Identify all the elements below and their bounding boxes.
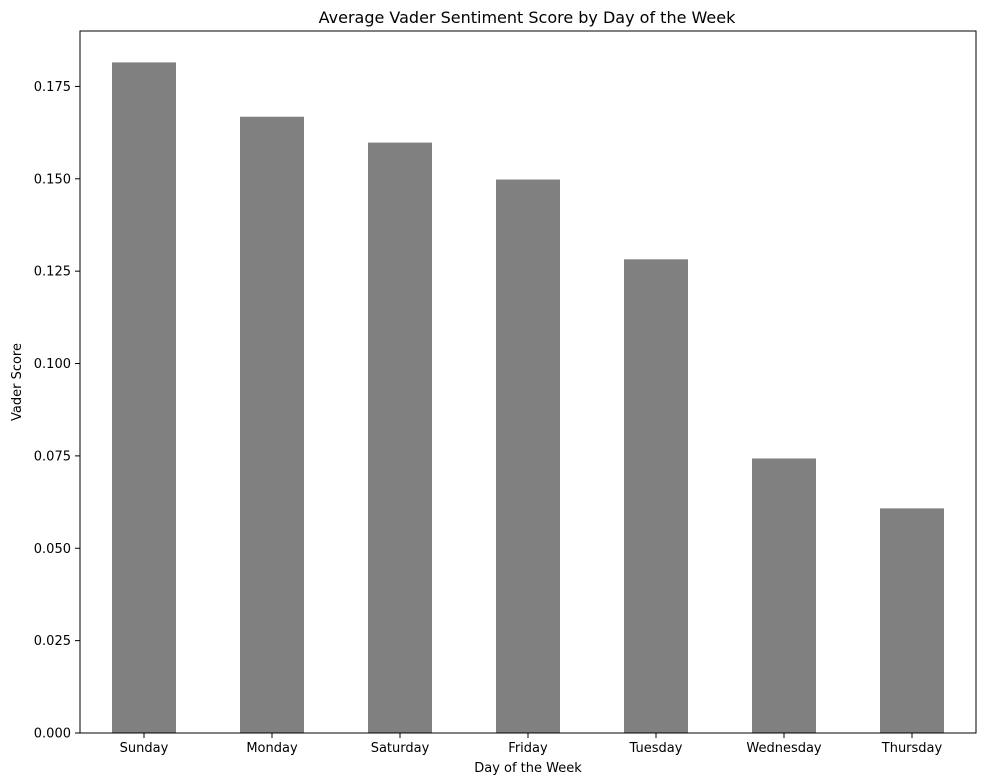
- y-tick-label: 0.000: [34, 727, 71, 742]
- bar-sunday: [112, 62, 176, 734]
- chart-title: Average Vader Sentiment Score by Day of …: [319, 8, 736, 27]
- x-tick-label: Saturday: [371, 741, 430, 756]
- x-tick-label: Thursday: [881, 741, 943, 756]
- y-axis-label: Vader Score: [10, 343, 25, 421]
- x-tick-label: Sunday: [120, 741, 169, 756]
- bar-saturday: [368, 142, 432, 733]
- x-tick-label: Wednesday: [746, 741, 822, 756]
- y-tick-label: 0.075: [34, 449, 71, 464]
- y-tick-label: 0.175: [34, 80, 71, 95]
- plot-frame: [79, 30, 977, 734]
- bar-thursday: [880, 508, 944, 733]
- bar-tuesday: [624, 259, 688, 733]
- bar-monday: [240, 116, 304, 734]
- y-tick-label: 0.050: [34, 542, 71, 557]
- y-tick-label: 0.150: [34, 172, 71, 187]
- x-tick-label: Monday: [246, 741, 298, 756]
- bar-friday: [496, 179, 560, 733]
- bars: [112, 62, 944, 734]
- x-tick-label: Friday: [508, 741, 548, 756]
- x-axis: Sunday Monday Saturday Friday Tuesday Wednesd…: [120, 733, 943, 756]
- y-tick-label: 0.100: [34, 357, 71, 372]
- y-axis: 0.000 0.025 0.050 0.075 0.100 0.125 0.150 0.175: [34, 80, 80, 742]
- y-tick-label: 0.025: [34, 634, 71, 649]
- y-tick-label: 0.125: [34, 265, 71, 280]
- x-axis-label: Day of the Week: [474, 761, 582, 776]
- bar-wednesday: [752, 458, 816, 733]
- x-tick-label: Tuesday: [629, 741, 683, 756]
